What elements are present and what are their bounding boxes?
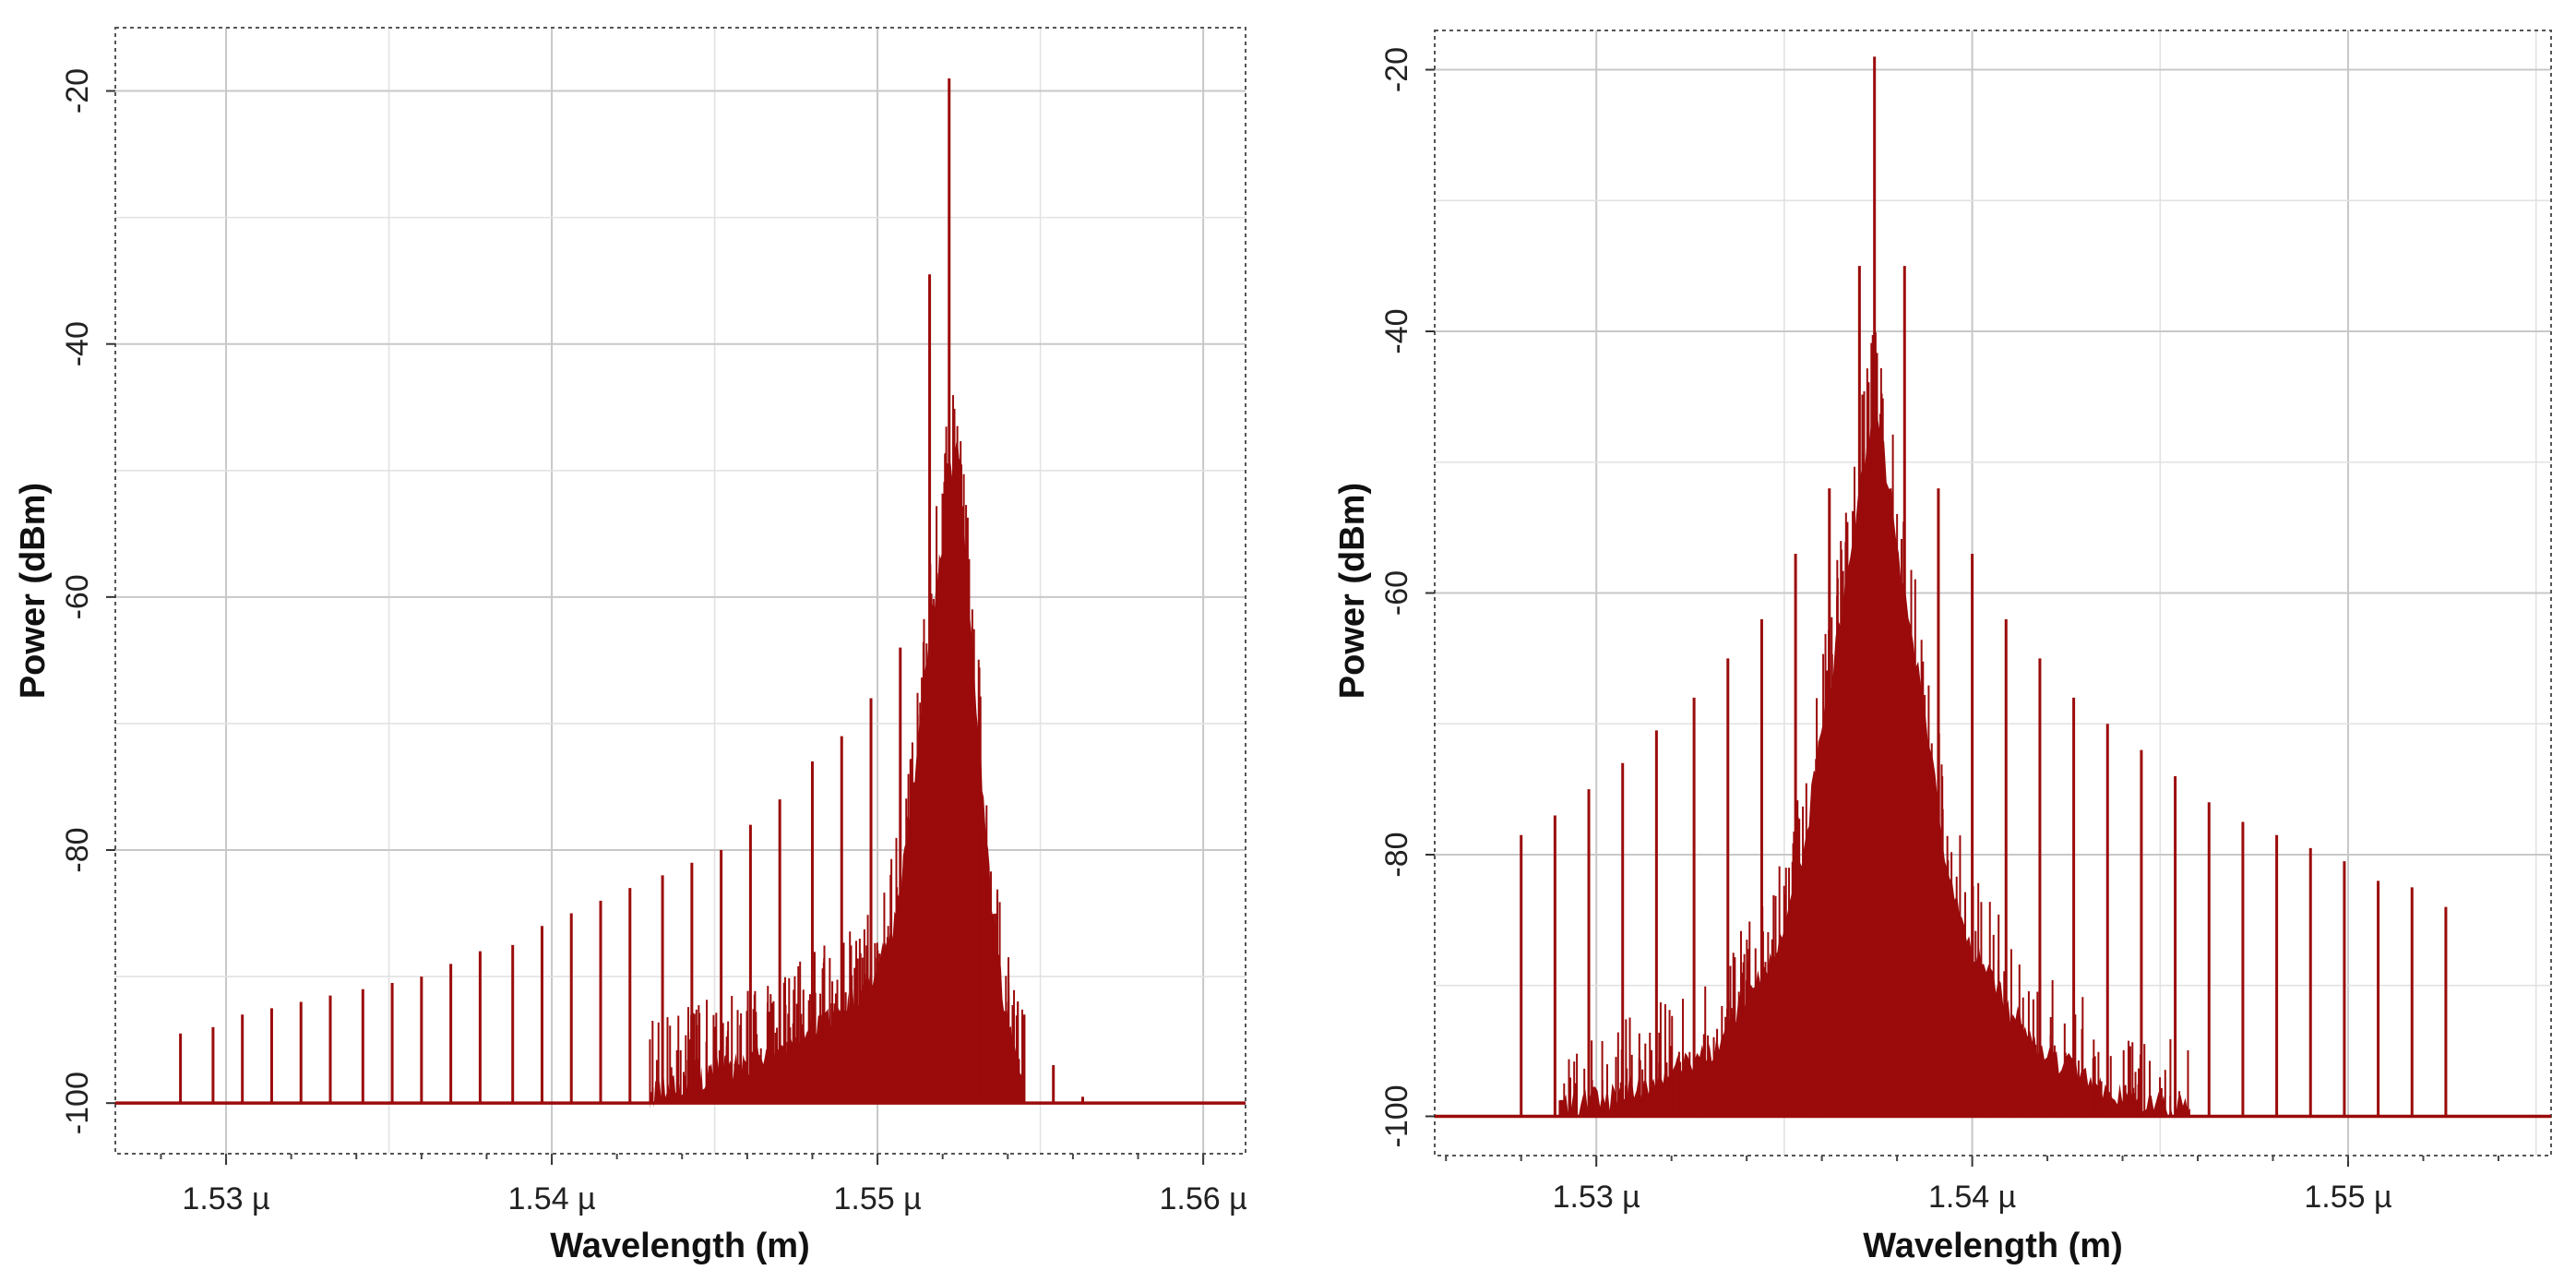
- y-tick-label: -60: [60, 574, 95, 619]
- y-axis-title: Power (dBm): [1333, 483, 1372, 699]
- x-tick-label: 1.55 µ: [833, 1181, 921, 1216]
- y-tick-label: -80: [60, 827, 95, 872]
- x-axis-title: Wavelength (m): [1863, 1227, 2123, 1265]
- x-axis: 1.53 µ 1.54 µ 1.55 µ 1.56 µ: [160, 1154, 1247, 1216]
- y-tick-label: -80: [1379, 832, 1414, 877]
- grid: [115, 28, 1246, 1154]
- x-tick-label: 1.55 µ: [2304, 1180, 2391, 1215]
- y-tick-label: -40: [1379, 308, 1414, 353]
- x-tick-label: 1.53 µ: [1553, 1180, 1640, 1215]
- x-tick-label: 1.56 µ: [1159, 1181, 1246, 1216]
- x-axis-title: Wavelength (m): [550, 1227, 810, 1265]
- plot-area: [115, 28, 1246, 1154]
- y-axis-title: Power (dBm): [14, 483, 53, 699]
- y-tick-label: -40: [60, 321, 95, 366]
- chart-left: 1.53 µ 1.54 µ 1.55 µ 1.56 µ -20 -40 -60 -80 -100…: [14, 27, 1247, 1265]
- comb-series: [179, 78, 1084, 1104]
- y-tick-label: -60: [1379, 570, 1414, 616]
- y-axis: -20 -40 -60 -80 -100: [60, 68, 115, 1134]
- comb-series: [1520, 56, 2448, 1117]
- x-tick-label: 1.54 µ: [507, 1181, 595, 1216]
- x-tick-label: 1.54 µ: [1928, 1180, 2016, 1215]
- y-tick-label: -20: [1379, 47, 1414, 92]
- plot-frame: [114, 27, 1246, 1155]
- y-tick-label: -20: [60, 68, 95, 114]
- y-tick-label: -100: [1379, 1084, 1414, 1147]
- chart-right: 1.53 µ 1.54 µ 1.55 µ -20 -40 -60 -80 -100 Wavele…: [1333, 30, 2552, 1265]
- y-tick-label: -100: [60, 1072, 95, 1134]
- x-tick-label: 1.53 µ: [182, 1181, 269, 1216]
- y-axis: -20 -40 -60 -80 -100: [1379, 47, 1435, 1148]
- x-axis: 1.53 µ 1.54 µ 1.55 µ: [1445, 1156, 2499, 1215]
